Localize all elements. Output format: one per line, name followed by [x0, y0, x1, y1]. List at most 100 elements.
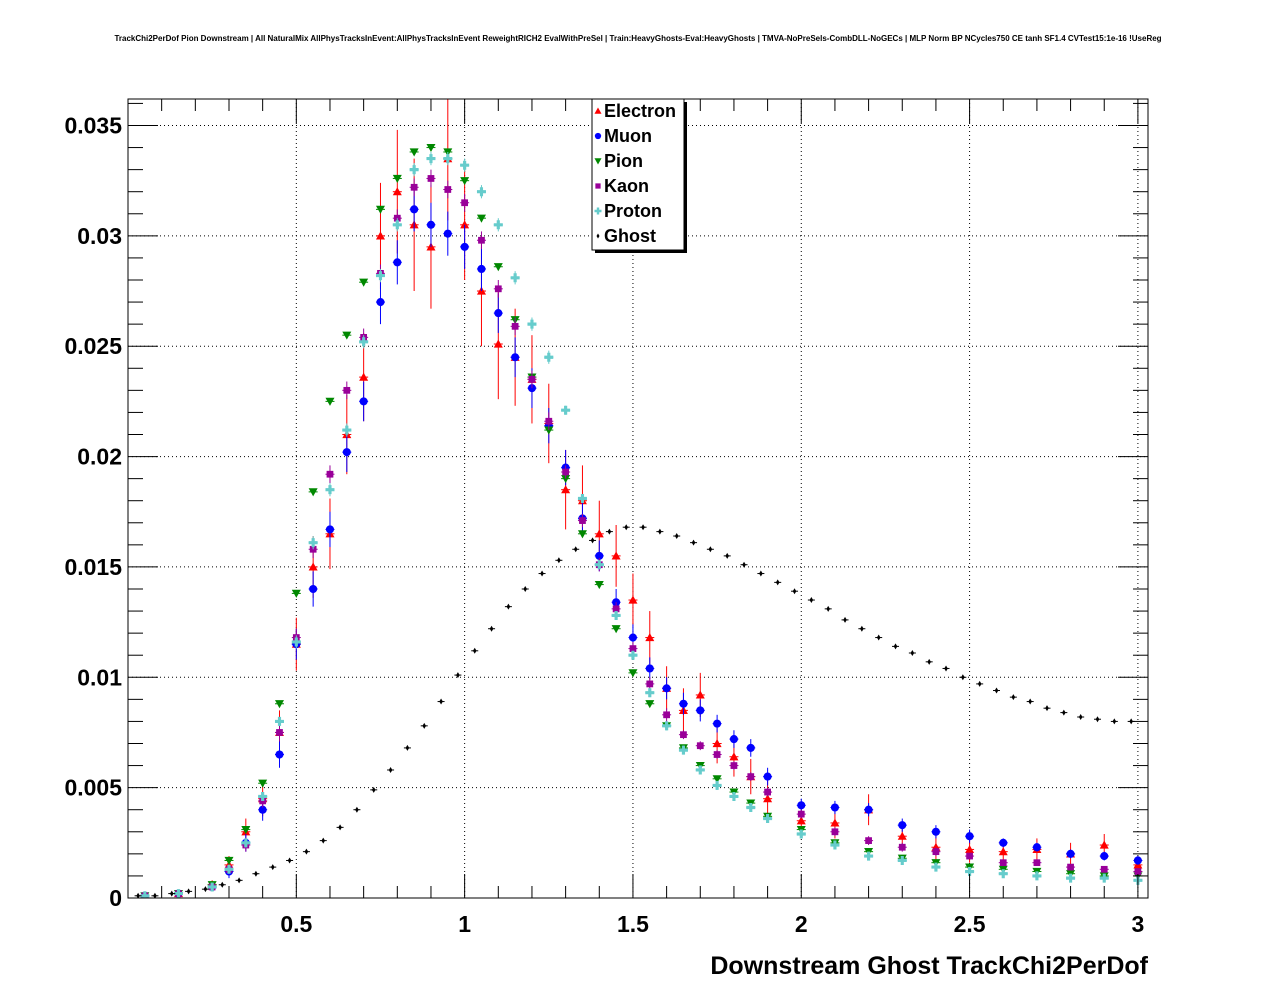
series-muon — [140, 187, 1143, 898]
data-point — [136, 892, 140, 898]
data-point — [611, 625, 621, 634]
data-point — [173, 889, 183, 898]
data-point — [695, 765, 705, 775]
data-point — [663, 711, 670, 719]
data-point — [153, 892, 157, 898]
data-point — [338, 824, 342, 831]
data-point — [830, 818, 840, 827]
data-point — [1066, 873, 1076, 883]
data-point — [359, 278, 369, 287]
data-point — [999, 859, 1007, 867]
data-point — [712, 780, 722, 790]
data-point — [764, 788, 771, 796]
data-point — [797, 801, 806, 810]
data-point — [595, 551, 604, 560]
data-point — [965, 867, 975, 877]
data-point — [203, 886, 208, 893]
y-tick-label: 0.03 — [77, 223, 122, 249]
data-point — [494, 309, 503, 318]
data-point — [865, 837, 872, 844]
data-point — [708, 546, 713, 553]
data-point — [796, 816, 806, 825]
data-point — [612, 605, 620, 613]
data-point — [729, 735, 738, 744]
data-point — [944, 665, 948, 672]
data-point — [746, 803, 756, 813]
data-point — [645, 664, 654, 673]
legend: Electron Muon Pion Kaon Proton Ghost — [591, 98, 687, 253]
data-point — [444, 186, 452, 193]
data-point — [830, 840, 840, 850]
data-point — [342, 425, 352, 435]
data-point — [392, 174, 402, 183]
data-point — [998, 869, 1008, 879]
data-point — [775, 579, 780, 586]
data-point — [493, 220, 503, 230]
legend-entry-kaon: Kaon — [604, 176, 649, 196]
legend-box — [591, 98, 685, 251]
data-point — [594, 560, 604, 570]
series-kaon — [140, 169, 1143, 898]
data-point — [493, 339, 503, 348]
data-point — [460, 177, 470, 186]
data-point — [725, 552, 730, 559]
legend-marker-proton — [594, 207, 602, 215]
data-point — [678, 745, 688, 755]
data-point — [426, 220, 436, 229]
data-point — [392, 220, 402, 230]
data-point — [927, 658, 931, 665]
data-point — [241, 838, 251, 848]
data-point — [426, 154, 436, 164]
y-tick-label: 0.02 — [77, 444, 122, 470]
data-point — [443, 154, 453, 164]
data-point — [662, 721, 672, 731]
data-point — [763, 772, 772, 781]
data-point — [712, 775, 722, 784]
data-point — [680, 731, 687, 739]
data-point — [376, 298, 385, 307]
data-point — [1032, 843, 1041, 852]
data-point — [528, 375, 536, 383]
x-tick-label: 3 — [1132, 911, 1145, 937]
data-point — [544, 426, 554, 435]
data-point — [1011, 694, 1016, 701]
data-point — [729, 791, 739, 801]
data-point — [897, 831, 907, 840]
data-point — [691, 539, 696, 546]
data-point — [864, 805, 873, 814]
data-point — [792, 588, 797, 595]
data-point — [460, 242, 469, 251]
data-point — [1112, 718, 1117, 725]
x-tick-label: 0.5 — [280, 911, 312, 937]
data-point — [590, 537, 595, 544]
data-point — [220, 881, 225, 888]
data-point — [910, 650, 915, 657]
data-point — [309, 584, 318, 594]
data-point — [573, 546, 578, 553]
data-point — [561, 485, 571, 494]
data-point — [876, 634, 881, 641]
data-point — [523, 585, 528, 592]
data-point — [355, 806, 359, 813]
data-point — [696, 706, 705, 715]
data-point — [511, 322, 519, 330]
y-tick-label: 0.015 — [64, 554, 122, 580]
data-point — [645, 688, 655, 698]
data-point — [562, 468, 569, 476]
data-point — [527, 319, 537, 329]
data-point — [274, 716, 284, 726]
data-point — [545, 417, 553, 425]
data-point — [186, 888, 191, 895]
data-point — [477, 264, 486, 274]
data-point — [1095, 716, 1100, 723]
data-point — [931, 862, 941, 872]
data-point — [624, 524, 629, 531]
data-point — [579, 517, 586, 524]
data-point — [994, 687, 999, 694]
data-point — [796, 829, 806, 839]
data-point — [493, 263, 503, 272]
legend-marker-muon — [594, 132, 602, 140]
x-tick-label: 2 — [795, 911, 808, 937]
data-point — [506, 603, 511, 610]
data-point — [1067, 863, 1074, 871]
